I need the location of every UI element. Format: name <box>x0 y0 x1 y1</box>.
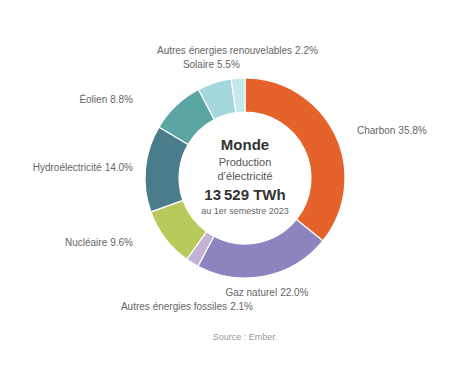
annotation: 13 529 TWh <box>204 186 285 203</box>
annotation: au 1er semestre 2023 <box>201 206 289 216</box>
label-category: Nucléaire <box>65 237 108 248</box>
label-value: 35.8% <box>398 125 426 136</box>
label-category: Éolien <box>79 92 107 104</box>
label-category: Hydroélectricité <box>33 161 102 172</box>
label-value: 14.0% <box>105 161 133 172</box>
annotation: d’électricité <box>217 170 272 182</box>
label-category: Charbon <box>357 125 395 136</box>
data-label: Charbon35.8% <box>357 125 427 136</box>
slices <box>145 78 345 278</box>
plot: Nucléaire9.6% Hydroélectricité14.0% Éolien… <box>33 45 427 312</box>
slice <box>198 79 235 120</box>
label-value: 2.1% <box>230 301 253 312</box>
label-value: 22.0% <box>280 287 308 298</box>
data-label: Éolien8.8% <box>79 92 133 104</box>
label-value: 5.5% <box>217 59 240 70</box>
label-value: 9.6% <box>110 237 133 248</box>
label-value: 8.8% <box>110 93 133 104</box>
label-category: Solaire <box>183 59 215 70</box>
chart-container: Nucléaire9.6% Hydroélectricité14.0% Éolien… <box>0 0 474 370</box>
label-category: Gaz naturel <box>225 287 277 298</box>
data-label: Autres énergies renouvelables2.2% <box>157 45 318 56</box>
centre-text: Monde Production d’électricité 13 529 TWh au… <box>201 136 289 216</box>
data-label: Autres énergies fossiles2.1% <box>121 301 253 312</box>
source: Source : Ember. <box>213 332 278 342</box>
slice <box>198 219 323 278</box>
data-label: Solaire5.5% <box>183 59 240 70</box>
data-label: Nucléaire9.6% <box>65 237 133 248</box>
slice <box>231 78 245 113</box>
label-category: Autres énergies fossiles <box>121 301 227 312</box>
data-label: Gaz naturel22.0% <box>225 287 308 298</box>
label-value: 2.2% <box>295 45 318 56</box>
data-labels: Nucléaire9.6% Hydroélectricité14.0% Éolien… <box>33 45 427 312</box>
chart-svg: Nucléaire9.6% Hydroélectricité14.0% Éolien… <box>0 0 474 370</box>
data-label: Hydroélectricité14.0% <box>33 161 133 172</box>
label-category: Autres énergies renouvelables <box>157 45 292 56</box>
annotation: Production <box>219 156 272 168</box>
title: Monde <box>221 136 269 153</box>
